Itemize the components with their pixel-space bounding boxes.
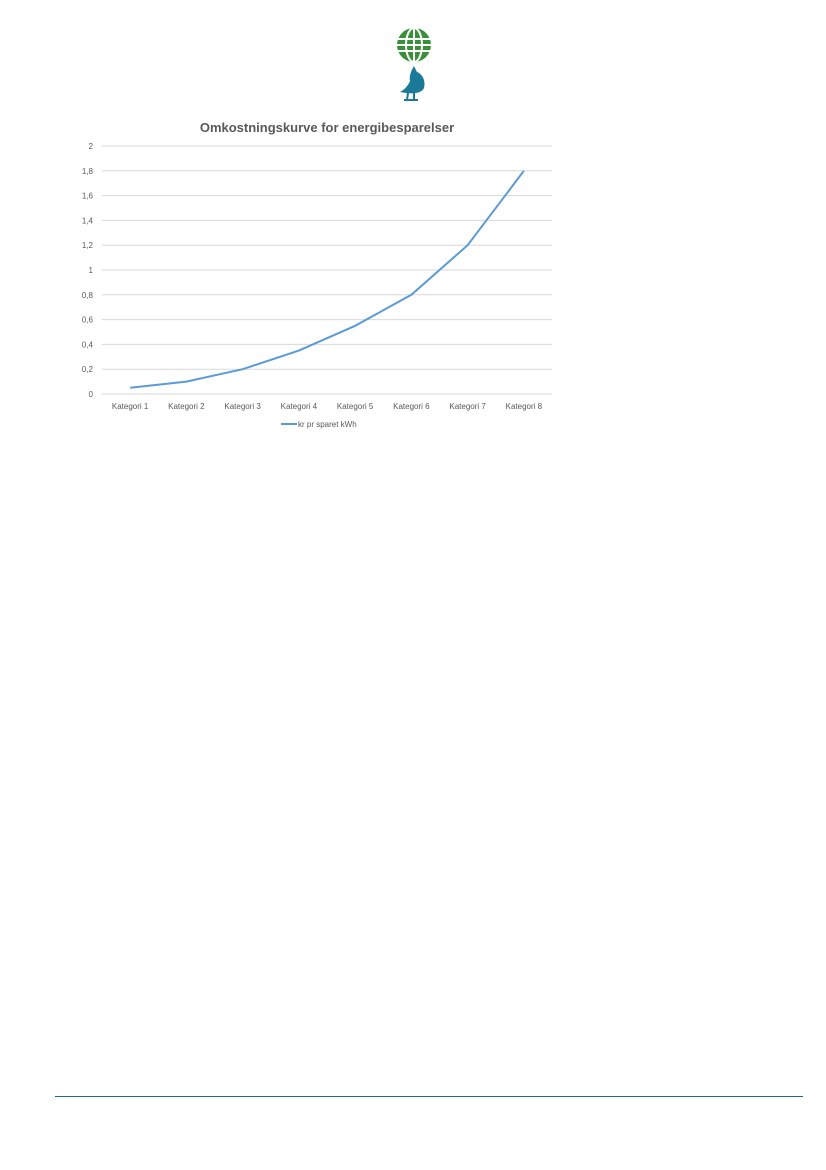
- y-tick-label: 1,6: [82, 192, 94, 201]
- legend-label: kr pr sparet kWh: [298, 420, 357, 429]
- y-tick-label: 0,8: [82, 291, 94, 300]
- y-tick-label: 0,6: [82, 316, 94, 325]
- y-tick-label: 1,4: [82, 216, 94, 225]
- x-tick-label: Kategori 1: [112, 402, 149, 411]
- y-tick-label: 0,4: [82, 340, 94, 349]
- chart-title: Omkostningskurve for energibesparelser: [200, 120, 454, 135]
- y-tick-label: 2: [89, 142, 94, 151]
- x-tick-label: Kategori 4: [281, 402, 318, 411]
- y-tick-label: 1: [89, 266, 94, 275]
- x-tick-label: Kategori 5: [337, 402, 374, 411]
- x-tick-label: Kategori 7: [449, 402, 486, 411]
- x-tick-label: Kategori 8: [506, 402, 543, 411]
- x-tick-label: Kategori 3: [224, 402, 261, 411]
- logo-icon: [395, 27, 433, 101]
- y-tick-label: 0,2: [82, 365, 94, 374]
- line-chart: Omkostningskurve for energibesparelser 0 0…: [82, 120, 552, 429]
- y-tick-label: 1,8: [82, 167, 94, 176]
- y-tick-label: 1,2: [82, 241, 94, 250]
- series-line: [130, 170, 525, 389]
- y-tick-label: 0: [89, 390, 94, 399]
- x-tick-label: Kategori 6: [393, 402, 430, 411]
- footer-divider: [55, 1096, 803, 1097]
- x-tick-label: Kategori 2: [168, 402, 205, 411]
